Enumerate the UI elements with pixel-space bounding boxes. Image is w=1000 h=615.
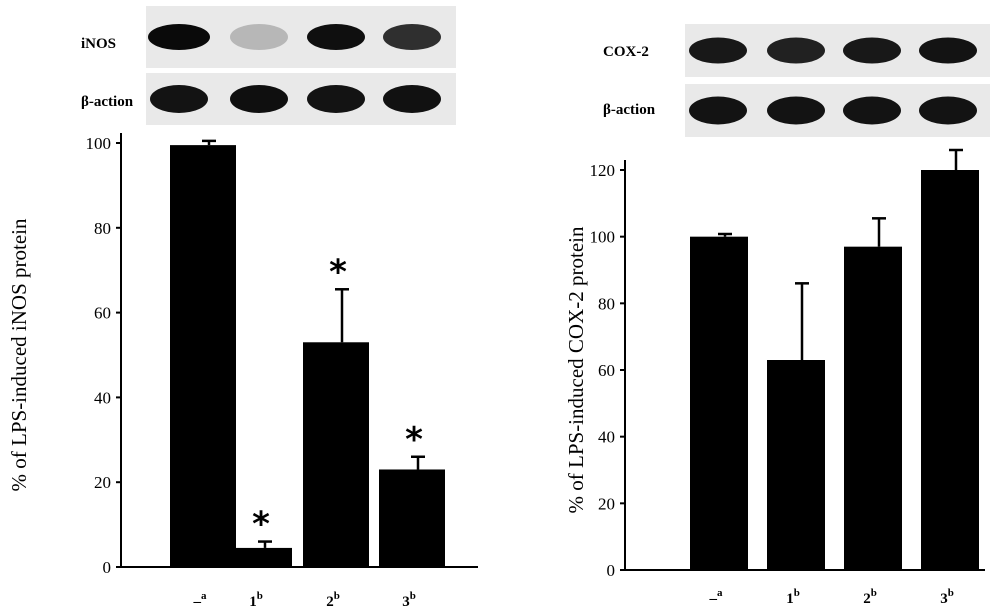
significance-marker: * bbox=[329, 252, 347, 292]
y-tick-label: 20 bbox=[94, 473, 111, 492]
blot-band bbox=[767, 96, 825, 125]
x-category-label: 1b bbox=[786, 587, 800, 607]
y-tick-label: 60 bbox=[598, 361, 615, 380]
bar bbox=[303, 342, 369, 567]
y-tick-label: 60 bbox=[94, 304, 111, 323]
x-category-label: 3b bbox=[940, 587, 954, 607]
blot-band bbox=[383, 24, 441, 50]
blot-band bbox=[383, 85, 441, 113]
blot-label: β-action bbox=[81, 94, 134, 110]
x-category-label: –a bbox=[709, 587, 724, 607]
x-category-label: 1b bbox=[249, 590, 263, 610]
blot-band bbox=[307, 24, 365, 50]
chart-panel-1: iNOS β-action 0 20 40 60 80 100 % of LPS-induced… bbox=[7, 6, 478, 610]
x-category-label: 3b bbox=[402, 590, 416, 610]
chart-panel-2: COX-2 β-action 0 20 40 60 80 100 120 % of LPS-ind… bbox=[564, 24, 990, 607]
y-tick-label: 0 bbox=[103, 558, 112, 577]
blot-band bbox=[230, 24, 288, 50]
bar bbox=[226, 547, 292, 567]
x-category-label: –a bbox=[193, 590, 208, 610]
blot-band bbox=[148, 24, 210, 50]
blot-label: iNOS bbox=[81, 36, 116, 52]
bar bbox=[170, 145, 236, 567]
y-tick-label: 0 bbox=[607, 561, 616, 580]
x-category-label: 2b bbox=[326, 590, 340, 610]
blot-band bbox=[689, 96, 747, 125]
y-tick-label: 100 bbox=[86, 134, 112, 153]
blot-band bbox=[843, 37, 901, 64]
y-tick-label: 20 bbox=[598, 494, 615, 513]
western-blot-image bbox=[685, 24, 990, 137]
bar bbox=[921, 170, 979, 570]
blot-band bbox=[150, 85, 208, 113]
y-tick-label: 40 bbox=[598, 428, 615, 447]
blot-band bbox=[919, 96, 977, 125]
blot-band bbox=[689, 37, 747, 64]
western-blot-image bbox=[146, 6, 456, 125]
y-axis-label: % of LPS-induced COX-2 protein bbox=[564, 226, 588, 513]
y-tick-label: 120 bbox=[590, 161, 616, 180]
blot-label: β-action bbox=[603, 102, 656, 118]
blot-label: COX-2 bbox=[603, 44, 649, 60]
blot-band bbox=[230, 85, 288, 113]
blot-band bbox=[307, 85, 365, 113]
bar bbox=[844, 246, 902, 570]
bar bbox=[379, 469, 445, 567]
significance-marker: * bbox=[405, 420, 423, 460]
blot-band bbox=[919, 37, 977, 64]
x-category-label: 2b bbox=[863, 587, 877, 607]
y-tick-label: 80 bbox=[598, 294, 615, 313]
bar bbox=[690, 236, 748, 570]
significance-marker: * bbox=[252, 505, 270, 545]
y-tick-label: 100 bbox=[590, 228, 616, 247]
y-axis-label: % of LPS-induced iNOS protein bbox=[7, 218, 31, 491]
bar bbox=[767, 360, 825, 570]
y-tick-label: 40 bbox=[94, 388, 111, 407]
y-tick-label: 80 bbox=[94, 219, 111, 238]
blot-band bbox=[767, 37, 825, 64]
blot-band bbox=[843, 96, 901, 125]
